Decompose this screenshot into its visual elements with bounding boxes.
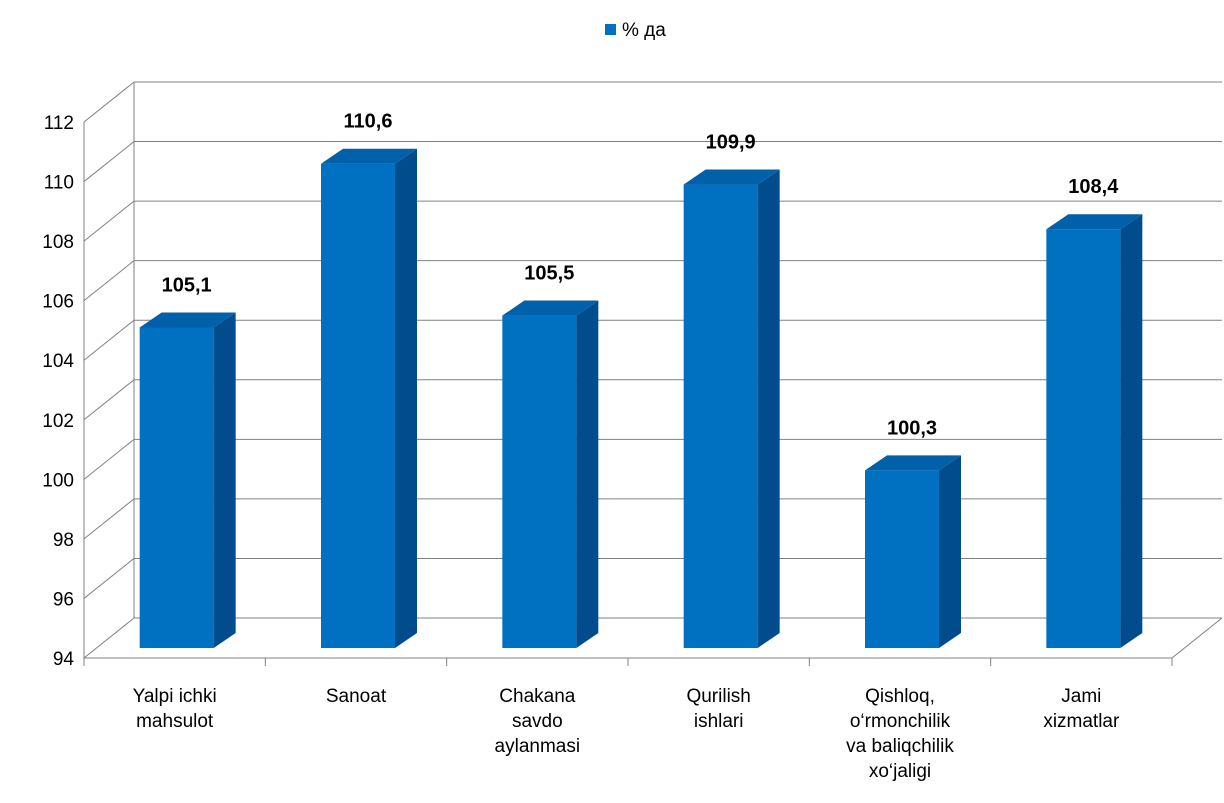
value-label: 109,9 xyxy=(706,132,756,154)
gridline xyxy=(83,379,135,421)
y-tick-label: 106 xyxy=(42,292,74,313)
x-axis: Yalpi ichki mahsulot Sanoat Chakana savdo ayl… xyxy=(83,657,1173,782)
bar-front xyxy=(683,184,758,649)
y-tick-label: 96 xyxy=(53,589,74,610)
bar-side xyxy=(1120,214,1143,648)
bar-top xyxy=(321,148,417,164)
bar-top xyxy=(865,455,961,471)
bar-top xyxy=(139,312,236,328)
bar xyxy=(865,455,961,648)
value-label: 110,6 xyxy=(344,111,393,133)
category-label-line: Qishloq, xyxy=(865,686,935,707)
gridline xyxy=(83,141,135,182)
category-label-line: Sanoat xyxy=(326,686,387,707)
category-label-line: savdo xyxy=(512,711,563,732)
value-labels: 105,1 110,6 105,5 109,9 100,3 108,4 xyxy=(162,111,1120,440)
y-tick-label: 112 xyxy=(44,113,74,134)
bar-side xyxy=(395,148,417,648)
legend: % да xyxy=(605,20,666,41)
bar xyxy=(683,169,780,649)
y-tick-label: 108 xyxy=(42,232,74,253)
category-label: Jami xizmatlar xyxy=(1043,686,1120,732)
y-tick-label: 94 xyxy=(53,649,75,670)
floor-right-edge xyxy=(1171,617,1223,659)
bar-top xyxy=(1046,214,1143,230)
category-label-line: xo‘jaligi xyxy=(869,761,931,782)
bar xyxy=(502,300,599,648)
category-label-line: ishlari xyxy=(694,711,744,732)
value-label: 108,4 xyxy=(1068,176,1119,198)
y-tick-label: 100 xyxy=(42,470,74,491)
bar-top xyxy=(502,300,599,316)
gridline xyxy=(83,438,135,480)
category-label-line: xizmatlar xyxy=(1043,711,1120,732)
legend-swatch xyxy=(605,24,616,35)
bars xyxy=(139,148,1143,649)
category-label: Qishloq, o‘rmonchilik va baliqchilik xo‘jal… xyxy=(846,686,954,782)
category-label: Yalpi ichki mahsulot xyxy=(133,686,217,732)
bar-front xyxy=(1046,229,1121,648)
bar-front xyxy=(139,327,214,648)
bar-top xyxy=(683,169,780,185)
category-label-line: va baliqchilik xyxy=(846,736,954,757)
category-label-line: Jami xyxy=(1061,686,1101,707)
gridline xyxy=(83,260,135,302)
category-label-line: mahsulot xyxy=(136,711,214,732)
y-tick-label: 98 xyxy=(53,530,74,551)
value-label: 100,3 xyxy=(887,417,937,439)
gridline xyxy=(83,81,135,123)
category-label-line: Qurilish xyxy=(686,686,750,707)
category-label: Sanoat xyxy=(326,686,387,707)
y-tick-label: 102 xyxy=(42,411,74,432)
y-axis: 94 96 98 100 102 104 106 108 110 112 xyxy=(42,113,85,670)
gridline xyxy=(83,498,135,540)
bar-side xyxy=(213,312,236,648)
gridline xyxy=(83,617,135,659)
y-tick-label: 104 xyxy=(42,351,74,372)
gridline xyxy=(83,200,135,242)
gridline xyxy=(83,558,135,599)
category-label-line: Chakana xyxy=(499,686,575,707)
bar xyxy=(1046,214,1143,648)
bar-front xyxy=(502,315,577,648)
bar xyxy=(139,312,236,648)
legend-label: % да xyxy=(622,20,666,41)
category-label: Qurilish ishlari xyxy=(686,686,750,732)
bar-front xyxy=(321,163,395,648)
bar-front xyxy=(865,470,939,648)
bar-side xyxy=(939,455,961,648)
category-label: Chakana savdo aylanmasi xyxy=(495,686,581,757)
bar-side xyxy=(757,169,780,649)
gridline xyxy=(83,319,135,361)
category-label-line: Yalpi ichki xyxy=(133,686,217,707)
value-label: 105,5 xyxy=(524,263,574,285)
gridlines xyxy=(83,81,1223,659)
bar-side xyxy=(576,300,599,648)
category-label-line: aylanmasi xyxy=(495,736,581,757)
value-label: 105,1 xyxy=(162,274,212,296)
y-tick-label: 110 xyxy=(44,173,74,194)
bar xyxy=(321,148,417,648)
category-label-line: o‘rmonchilik xyxy=(850,711,951,732)
